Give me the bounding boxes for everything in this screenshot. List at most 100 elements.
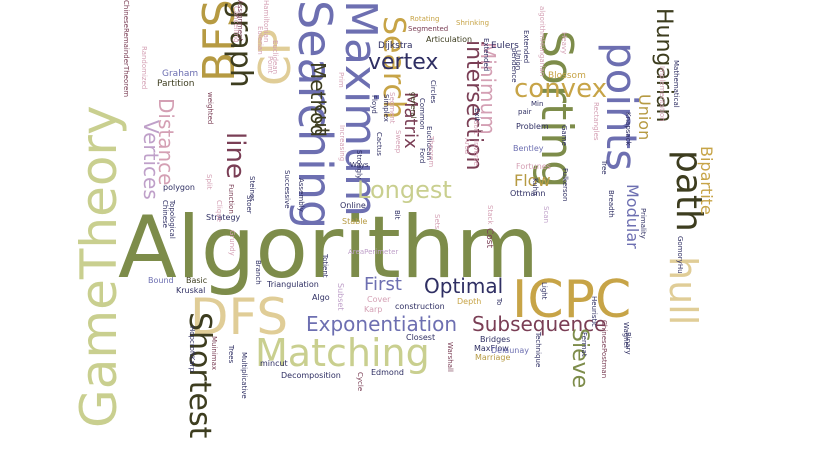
cloud-word: Floyd [370, 95, 378, 114]
cloud-word: Implementation [658, 66, 666, 122]
cloud-word: Rectangles [592, 102, 600, 141]
cloud-word: Subset [336, 283, 345, 311]
cloud-word: Fortunes [516, 162, 551, 171]
cloud-word: vertex [368, 50, 439, 75]
cloud-word: MaxFlow [474, 344, 509, 353]
cloud-word: Bipartite [697, 146, 716, 215]
cloud-word: Tree [600, 160, 608, 175]
cloud-word: Ottmann [510, 189, 546, 198]
cloud-word: Circles [429, 80, 437, 104]
cloud-word: construction [395, 302, 445, 311]
cloud-word: Clique [215, 200, 223, 222]
cloud-word: Optimal [424, 274, 504, 298]
cloud-word: Strongly [355, 150, 363, 180]
cloud-word: Eulers [491, 41, 519, 51]
cloud-word: AreaPerimeter [348, 248, 399, 256]
cloud-word: Depth [457, 297, 482, 306]
cloud-word: Scan [542, 206, 550, 224]
cloud-word: Topological [168, 200, 176, 239]
cloud-word: Stack [486, 205, 494, 225]
cloud-word: Theorem [427, 136, 435, 168]
cloud-word: Light [540, 282, 548, 300]
cloud-word: Online [340, 201, 366, 210]
cloud-word: ChineseRemainderTheorem [122, 0, 130, 98]
cloud-word: Prim [337, 72, 345, 88]
cloud-word: First [364, 274, 402, 295]
cloud-word: Edmond [371, 368, 404, 377]
cloud-word: Vertices [139, 120, 163, 200]
cloud-word: Rotating [410, 15, 440, 23]
cloud-word: convex [514, 74, 607, 104]
cloud-word: ChinesePostman [600, 320, 608, 379]
cloud-word: Algorithm [118, 198, 540, 298]
cloud-word: Area [463, 138, 471, 155]
cloud-word: Inverse [472, 140, 480, 166]
cloud-word: ICPC [512, 270, 632, 330]
cloud-word: Heuristic [590, 296, 598, 328]
cloud-word: Partition [157, 79, 195, 89]
cloud-word: Extended [482, 38, 490, 72]
cloud-word: DFS [190, 288, 289, 346]
cloud-word: Cactus [375, 132, 383, 156]
cloud-word: Basic [186, 276, 208, 285]
cloud-word: Multiplicative [240, 352, 248, 399]
cloud-word: Extended [522, 30, 530, 64]
cloud-word: Marriage [475, 353, 511, 362]
cloud-word: general [409, 92, 417, 119]
cloud-word: Increasing [338, 125, 346, 162]
cloud-word: Split [205, 174, 213, 190]
cloud-word: Modular [623, 184, 642, 249]
cloud-word: Hamiltonian [262, 0, 270, 43]
cloud-word: Delaunay [491, 346, 529, 355]
cloud-word: Totient [321, 254, 329, 278]
cloud-word: Technique [534, 332, 542, 368]
cloud-word: Longest [357, 176, 452, 204]
cloud-word: Heavy [560, 32, 568, 55]
cloud-word: pair [518, 108, 532, 116]
cloud-word: Primality [639, 208, 647, 239]
cloud-word: Common [418, 98, 426, 130]
cloud-word: Dijkstra [378, 41, 413, 51]
cloud-word: GameTheory [70, 105, 128, 428]
cloud-word: Bentley [513, 144, 544, 153]
cloud-word: pendence [510, 48, 518, 83]
cloud-word: Cycle [356, 372, 364, 392]
cloud-word: Segment [388, 92, 396, 124]
cloud-word: Randomized [140, 46, 148, 90]
cloud-word: Method [306, 62, 330, 138]
cloud-word: Blossom [548, 71, 586, 81]
cloud-word: Union [635, 94, 654, 141]
cloud-word: Branch [254, 260, 262, 285]
cloud-word: Exponentiation [306, 312, 458, 336]
cloud-word: Assembly [297, 178, 305, 212]
cloud-word: Stable [342, 217, 368, 226]
cloud-word: Segmented [408, 25, 449, 33]
cloud-word: Breadth [607, 190, 615, 218]
cloud-word: Wagner [622, 322, 630, 349]
cloud-word: Cover [367, 295, 391, 304]
cloud-word: Chinese [161, 200, 169, 228]
cloud-word: Trees [227, 345, 235, 364]
cloud-word: Articulation [426, 35, 473, 44]
cloud-word: line [220, 132, 250, 179]
cloud-word: Assignment [236, 0, 244, 42]
cloud-word: HopcroftKarp [188, 326, 196, 373]
cloud-word: Ways [350, 161, 369, 169]
cloud-word: Bit [393, 210, 401, 220]
cloud-word: Grundy [228, 230, 236, 256]
cloud-word: Kruskal [176, 286, 206, 295]
cloud-word: Triangulation [267, 280, 319, 289]
cloud-word: Game [560, 125, 568, 146]
cloud-word: Closest [406, 333, 436, 342]
cloud-word: mincut [260, 359, 288, 368]
cloud-word: Cost [484, 228, 494, 249]
cloud-word: Function [227, 184, 235, 214]
cloud-word: algorithmHungarian [538, 6, 546, 77]
cloud-word: Algo [312, 293, 330, 302]
cloud-word: Fermat [580, 332, 588, 357]
cloud-word: Karp [364, 305, 383, 314]
cloud-word: Bridges [480, 335, 511, 344]
cloud-word: Sweep [394, 130, 402, 154]
cloud-word: weighted [206, 92, 214, 125]
